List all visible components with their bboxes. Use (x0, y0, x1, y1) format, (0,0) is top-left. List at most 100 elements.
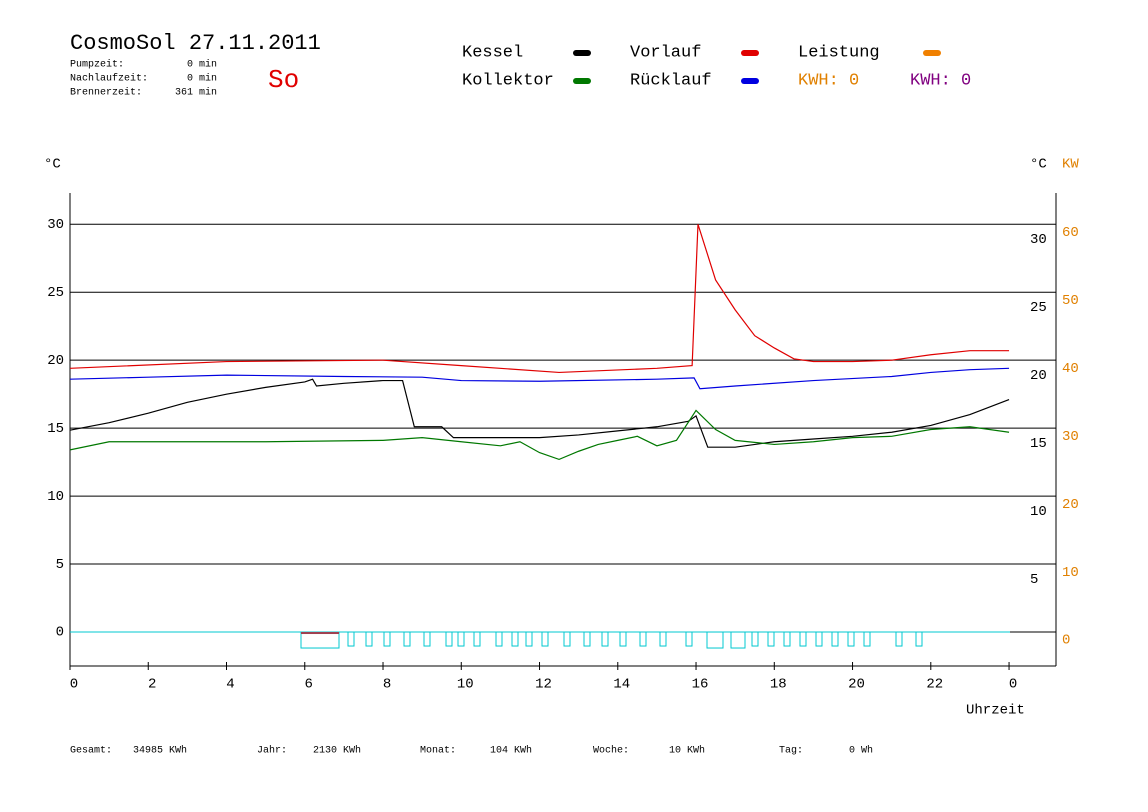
y-axis-label: °C (44, 157, 61, 173)
kwh-label: KWH: 0 (798, 71, 859, 90)
y2-tick-label: 0 (1062, 633, 1070, 649)
pump-pulse (423, 631, 431, 647)
x-tick-label: 22 (926, 677, 943, 693)
y-tick-label: 25 (47, 285, 64, 301)
x-tick-label: 0 (1009, 677, 1017, 693)
pump-pulse (365, 631, 373, 647)
y-tick-label-right: 20 (1030, 368, 1047, 384)
pump-pulse (383, 631, 391, 647)
y-tick-label-right: 15 (1030, 436, 1047, 452)
footer-label: Monat: (420, 746, 456, 757)
pump-pulse (847, 631, 855, 647)
x-tick-label: 12 (535, 677, 552, 693)
legend-label: Vorlauf (630, 43, 701, 62)
pump-pulse (457, 631, 465, 647)
pump-pulse (495, 631, 503, 647)
pump-pulse (831, 631, 839, 647)
pump-block (706, 631, 724, 649)
pump-pulse (895, 631, 903, 647)
pump-pulse (751, 631, 759, 647)
pump-pulse (445, 631, 453, 647)
footer-value: 0 Wh (849, 745, 873, 757)
pump-pulse (583, 631, 591, 647)
series-line (69, 224, 1010, 374)
y-tick-label: 10 (47, 489, 64, 505)
footer-label: Jahr: (257, 745, 287, 757)
pump-pulse (767, 631, 775, 647)
x-tick-label: 2 (148, 677, 156, 693)
y-tick-label: 20 (47, 353, 64, 369)
y-tick-label: 15 (47, 421, 64, 437)
x-tick-label: 20 (848, 677, 865, 693)
info-value: 361 min (175, 87, 217, 99)
footer-value: 2130 KWh (313, 745, 361, 757)
pump-pulse (863, 631, 871, 647)
footer-value: 34985 KWh (133, 745, 187, 757)
legend-label: Leistung (798, 43, 880, 62)
legend-label: Kollektor (462, 71, 554, 90)
x-tick-label: 6 (305, 677, 313, 693)
pump-pulse (815, 631, 823, 647)
y2-tick-label: 10 (1062, 565, 1079, 581)
day: So (268, 65, 299, 95)
info-label: Pumpzeit: (70, 59, 124, 71)
y2-tick-label: 30 (1062, 429, 1079, 445)
y2-axis-label-left: °C (1030, 157, 1047, 173)
pump-block (301, 632, 339, 635)
pump-pulse (541, 631, 549, 647)
y-tick-label-right: 30 (1030, 232, 1047, 248)
pump-pulse (563, 631, 571, 647)
y-tick-label-right: 5 (1030, 572, 1038, 588)
legend-label: Kessel (462, 43, 523, 62)
y-tick-label: 0 (56, 625, 64, 641)
y-tick-label-right: 10 (1030, 504, 1047, 520)
pump-pulse (619, 631, 627, 647)
x-tick-label: 4 (226, 677, 234, 693)
x-tick-label: 10 (457, 677, 474, 693)
y-tick-label-right: 25 (1030, 300, 1047, 316)
footer-label: Tag: (779, 746, 803, 757)
pump-pulse (601, 631, 609, 647)
info-label: Brennerzeit: (70, 87, 142, 99)
x-tick-label: 8 (383, 677, 391, 693)
x-axis-label: Uhrzeit (966, 703, 1025, 719)
footer-label: Woche: (593, 745, 629, 757)
footer-value: 104 KWh (490, 745, 532, 757)
x-tick-label: 16 (692, 677, 709, 693)
pump-pulse (403, 631, 411, 647)
footer-label: Gesamt: (70, 746, 112, 757)
y-tick-label: 5 (56, 557, 64, 573)
legend-label: Rücklauf (630, 71, 712, 90)
pump-pulse (799, 631, 807, 647)
y2-tick-label: 50 (1062, 293, 1079, 309)
y2-tick-label: 20 (1062, 497, 1079, 513)
pump-pulse (659, 631, 667, 647)
y-tick-label: 30 (47, 217, 64, 233)
info-label: Nachlaufzeit: (70, 73, 148, 85)
pump-pulse (639, 631, 647, 647)
series-line (69, 378, 1010, 448)
footer-value: 10 KWh (669, 745, 705, 757)
pump-pulse (685, 631, 693, 647)
chart-title: CosmoSol 27.11.2011 (70, 31, 321, 56)
info-value: 0 min (187, 59, 217, 71)
pump-block (300, 631, 340, 649)
y2-axis-label: KW (1062, 157, 1079, 173)
x-tick-label: 0 (70, 677, 78, 693)
y2-tick-label: 40 (1062, 361, 1079, 377)
pump-pulse (347, 631, 355, 647)
info-value: 0 min (187, 73, 217, 85)
x-tick-label: 14 (613, 677, 630, 693)
series-line (69, 367, 1010, 390)
x-tick-label: 18 (770, 677, 787, 693)
pump-block (730, 631, 746, 649)
pump-pulse (511, 631, 519, 647)
pump-pulse (783, 631, 791, 647)
y2-tick-label: 60 (1062, 225, 1079, 241)
series-line (69, 409, 1010, 461)
pump-pulse (915, 631, 923, 647)
kwh-label: KWH: 0 (910, 71, 971, 90)
pump-pulse (525, 631, 533, 647)
pump-pulse (473, 631, 481, 647)
